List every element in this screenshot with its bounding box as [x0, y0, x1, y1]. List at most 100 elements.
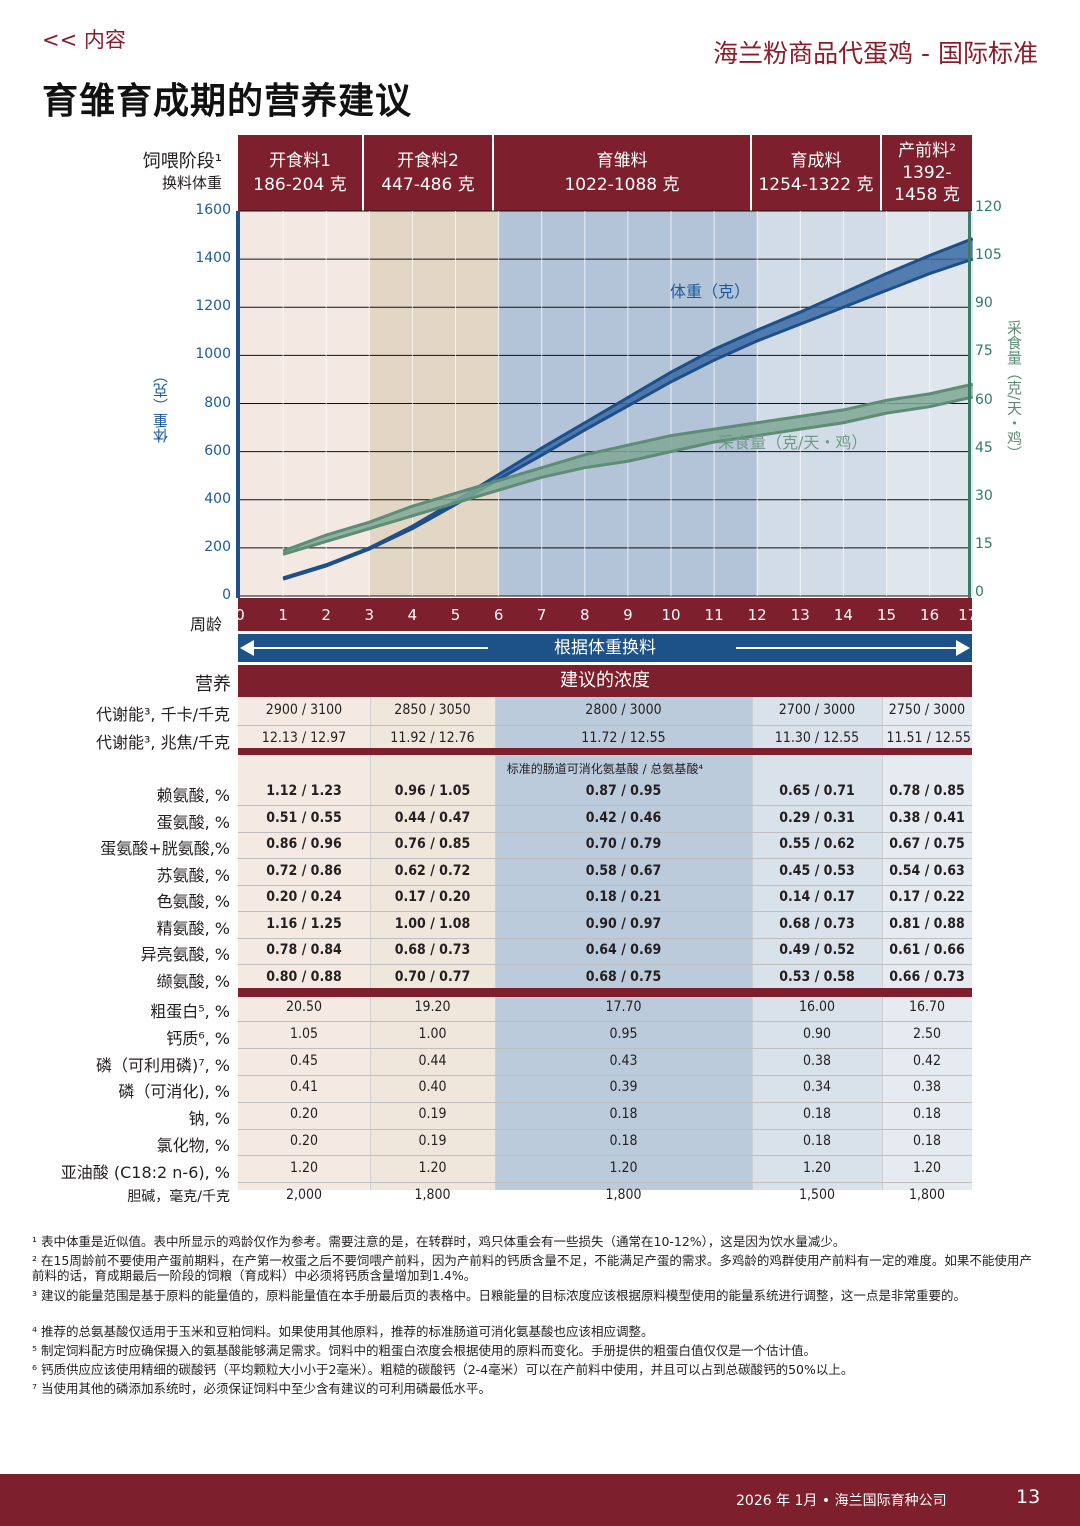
table-cell: 0.80 / 0.88: [266, 968, 342, 985]
table-cell: 0.54 / 0.63: [889, 862, 965, 879]
row-label: 胆碱，毫克/千克: [127, 1188, 230, 1205]
table-cell: 0.40: [418, 1079, 447, 1096]
footer-bar: [0, 1474, 1080, 1526]
amino-acid-subheader: 标准的肠道可消化氨基酸 / 总氨基酸⁴: [506, 762, 704, 776]
growth-chart: [236, 210, 974, 598]
row-separator: [238, 805, 972, 807]
footnote-4: ⁴ 推荐的总氨基酸仅适用于玉米和豆粕饲料。如果使用其他原料，推荐的标准肠道可消化…: [32, 1324, 654, 1339]
row-label: 苏氨酸, %: [156, 865, 230, 885]
table-cell: 0.87 / 0.95: [585, 783, 662, 799]
table-cell: 2850 / 3050: [394, 702, 471, 718]
table-cell: 1.05: [289, 1025, 319, 1042]
section-divider: [238, 988, 972, 997]
table-cell: 16.70: [908, 999, 946, 1015]
table-cell: 0.18 / 0.21: [585, 889, 662, 905]
x-tick-label: 9: [623, 606, 633, 624]
row-separator: [238, 1075, 972, 1076]
row-label: 色氨酸, %: [156, 892, 230, 911]
row-label: 磷（可利用磷)⁷, %: [95, 1055, 230, 1075]
stage-name: 开食料1: [269, 151, 331, 171]
table-cell: 0.53 / 0.58: [779, 968, 855, 985]
table-cell: 1,500: [798, 1186, 836, 1203]
table-cell: 11.30 / 12.55: [774, 729, 860, 746]
table-cell: 0.95: [609, 1025, 638, 1042]
table-cell: 0.65 / 0.71: [779, 783, 855, 799]
row-separator: [238, 884, 972, 886]
table-cell: 1,800: [605, 1186, 642, 1203]
stage-weight-2: 1458 克: [894, 185, 960, 205]
y-left-tick-label: 1600: [195, 202, 231, 218]
table-cell: 0.29 / 0.31: [779, 809, 855, 826]
table-cell: 0.72 / 0.86: [266, 862, 342, 879]
table-cell: 0.68 / 0.75: [585, 968, 662, 985]
stage-weight: 1392-: [902, 163, 952, 183]
table-cell: 0.34: [802, 1079, 832, 1096]
table-cell: 11.72 / 12.55: [581, 729, 666, 746]
y-right-tick-label: 90: [975, 295, 993, 312]
table-cell: 0.20: [289, 1106, 319, 1123]
table-cell: 1.20: [418, 1159, 447, 1176]
arrow-right-icon: [956, 640, 970, 656]
stage-starter2: 开食料2 447-486 克: [364, 135, 492, 211]
x-tick-label: 0: [235, 606, 245, 624]
x-tick-label: 10: [661, 606, 681, 624]
x-tick-label: 12: [747, 606, 767, 624]
table-cell: 0.70 / 0.77: [394, 968, 471, 985]
table-cell: 17.70: [605, 999, 642, 1015]
row-separator: [238, 911, 972, 913]
table-cell: 0.41: [289, 1079, 319, 1096]
table-cell: 0.38 / 0.41: [889, 809, 965, 826]
table-cell: 0.18: [609, 1106, 638, 1123]
y-right-tick-label: 15: [975, 535, 993, 552]
table-cell: 0.14 / 0.17: [779, 889, 855, 905]
column-band-2: [370, 697, 495, 1190]
table-cell: 0.76 / 0.85: [394, 836, 471, 852]
row-separator: [238, 858, 972, 860]
table-cell: 16.00: [798, 999, 836, 1015]
x-tick-label: 13: [790, 606, 810, 624]
row-label: 亚油酸 (C18:2 n-6), %: [60, 1162, 230, 1182]
table-cell: 1.20: [802, 1159, 832, 1176]
table-cell: 20.50: [285, 999, 323, 1015]
footnote-2: ² 在15周龄前不要使用产蛋前期料，在产第一枚蛋之后不要饲喂产前料，因为产前料的…: [32, 1253, 1032, 1283]
table-cell: 0.18: [802, 1106, 832, 1123]
x-tick-label: 11: [704, 606, 724, 624]
table-cell: 2750 / 3000: [888, 702, 966, 718]
y-left-tick-label: 200: [204, 538, 231, 555]
table-cell: 0.44: [418, 1052, 447, 1069]
table-cell: 0.49 / 0.52: [779, 942, 855, 958]
x-tick-label: 6: [493, 606, 504, 624]
table-cell: 2.50: [912, 1025, 942, 1042]
table-cell: 19.20: [414, 999, 451, 1015]
table-cell: 1.20: [912, 1159, 942, 1176]
table-cell: 0.64 / 0.69: [585, 942, 662, 958]
y-right-tick-label: 75: [975, 343, 993, 360]
table-cell: 0.44 / 0.47: [394, 809, 471, 826]
table-cell: 12.13 / 12.97: [261, 729, 347, 746]
body-weight-series-label: 体重（克）: [670, 282, 751, 301]
nutrition-label: 营养: [195, 674, 231, 695]
y-left-tick-label: 600: [204, 442, 231, 459]
footnote-7: ⁷ 当使用其他的磷添加系统时，必须保证饲料中至少含有建议的可利用磷最低水平。: [32, 1381, 491, 1396]
table-cell: 2800 / 3000: [585, 702, 662, 718]
table-cell: 0.18: [912, 1133, 942, 1149]
table-cell: 1.20: [609, 1159, 638, 1176]
y-right-tick-label: 45: [975, 439, 993, 456]
row-separator: [238, 937, 972, 939]
x-tick-label: 4: [407, 606, 418, 624]
column-band-1: [238, 697, 370, 1190]
table-cell: 0.51 / 0.55: [266, 809, 342, 826]
table-cell: 11.51 / 12.55: [886, 729, 971, 746]
table-cell: 0.17 / 0.20: [394, 889, 471, 905]
table-cell: 1,800: [414, 1186, 451, 1203]
x-axis-title: 周龄: [190, 615, 223, 634]
table-cell: 0.66 / 0.73: [889, 968, 965, 985]
back-to-contents-link[interactable]: << 内容: [42, 28, 126, 52]
table-cell: 0.38: [802, 1052, 832, 1069]
x-tick-label: 16: [920, 606, 940, 624]
row-label: 代谢能³, 兆焦/千克: [96, 732, 230, 752]
table-cell: 0.19: [418, 1133, 447, 1149]
table-cell: 0.19: [418, 1106, 447, 1123]
row-separator: [238, 1101, 972, 1103]
series-band-feed-intake: [283, 384, 973, 555]
